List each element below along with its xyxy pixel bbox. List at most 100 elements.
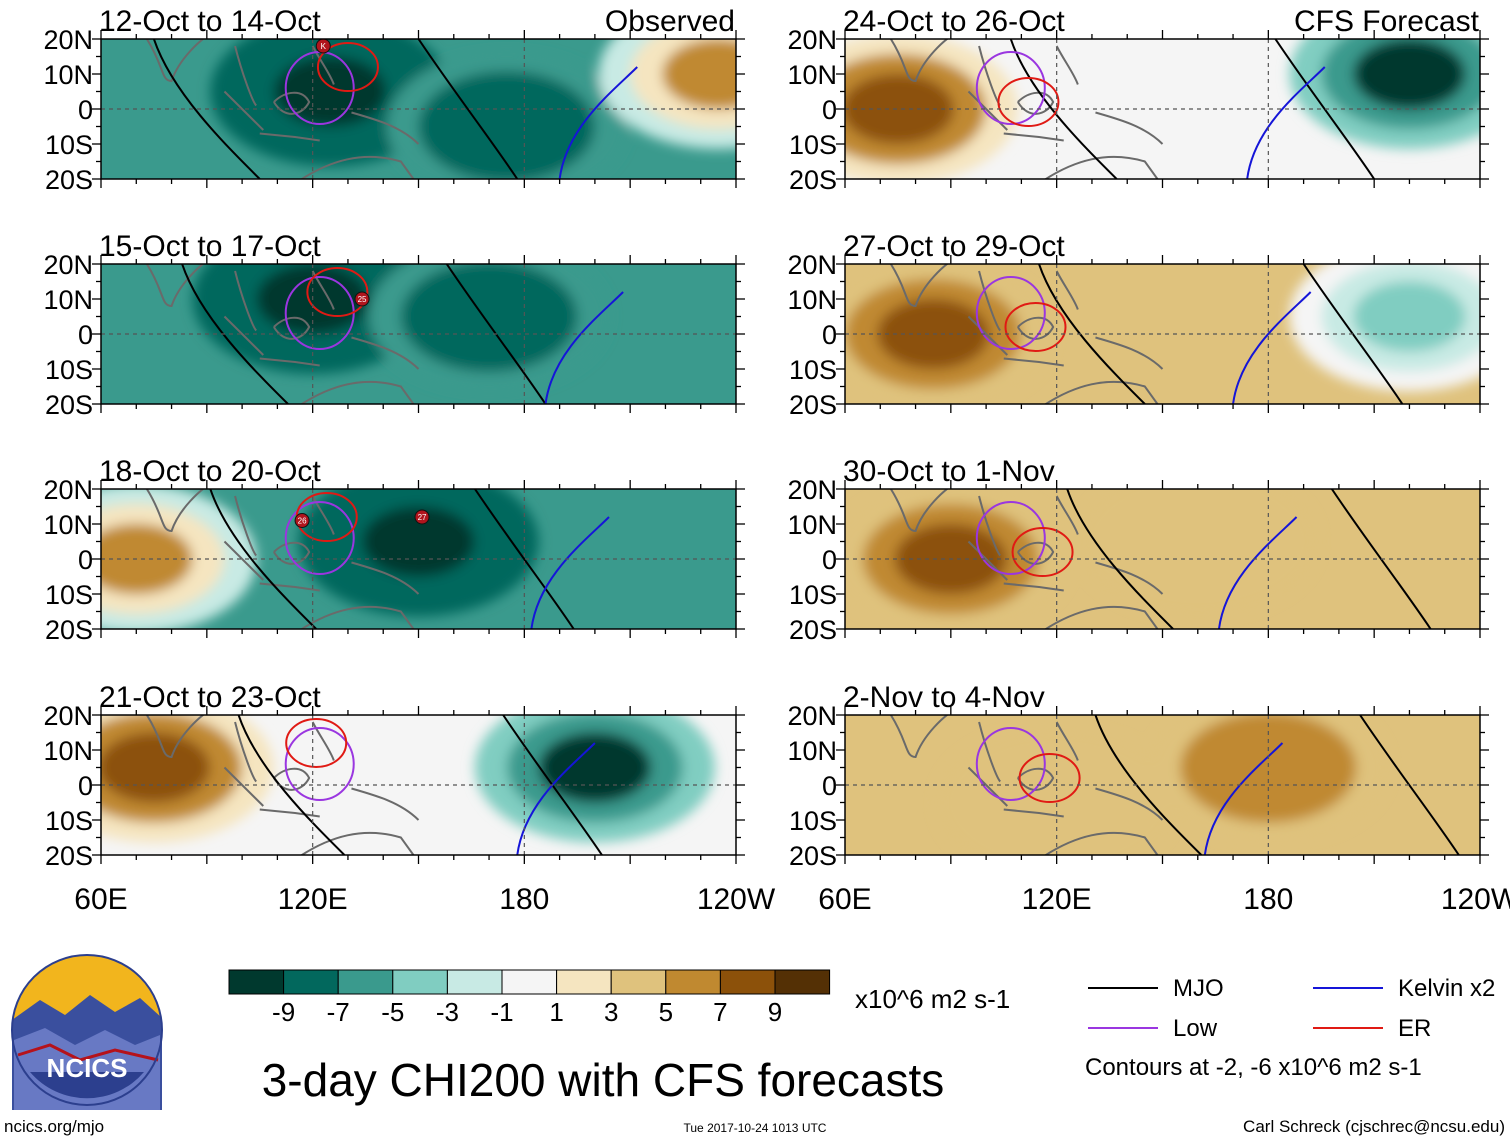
lat-tick-label: 20S: [45, 841, 93, 871]
mjo-contour: [502, 715, 603, 855]
colorbar-label: 1: [549, 997, 563, 1027]
mjo-contour: [209, 489, 317, 629]
colorbar-label: -3: [436, 997, 459, 1027]
wave-contours: [237, 715, 603, 855]
lon-tick-label: 60E: [818, 883, 871, 916]
lat-tick-label: 20S: [789, 165, 837, 195]
low-contour: [975, 727, 1046, 801]
anomaly-field: [101, 39, 736, 179]
coastlines: [890, 264, 1164, 404]
lat-tick-label: 20S: [45, 165, 93, 195]
lat-tick-label: 10N: [787, 285, 837, 315]
colorbar-swatch: [501, 969, 558, 995]
panel-ticks: [836, 30, 1489, 188]
lat-tick-label: 10N: [43, 60, 93, 90]
lat-tick-label: 0: [78, 95, 93, 125]
colorbar-units: x10^6 m2 s-1: [855, 984, 1010, 1014]
lat-tick-label: 20S: [789, 841, 837, 871]
panel-date-label: 12-Oct to 14-Oct: [99, 5, 321, 38]
kelvin-contour: [1246, 66, 1326, 179]
lat-tick-label: 20N: [787, 250, 837, 280]
kelvin-contour: [544, 291, 624, 404]
wave-contours: [975, 264, 1404, 404]
lat-tick-label: 20S: [789, 390, 837, 420]
colorbar-swatch: [283, 969, 339, 995]
axis-labels: 20N10N010S20S20N10N010S20S20N10N010S20S2…: [43, 25, 1510, 916]
wave-contours: [975, 39, 1375, 179]
lat-tick-label: 10N: [787, 510, 837, 540]
panel-tag: CFS Forecast: [1294, 5, 1480, 38]
colorbar-label: 9: [768, 997, 782, 1027]
lon-tick-label: 180: [499, 883, 549, 916]
coastlines: [146, 264, 420, 404]
kelvin-contour: [1232, 291, 1312, 404]
panel-ticks: [92, 255, 745, 413]
anomaly-field: [101, 489, 736, 629]
legend-item: Kelvin x2: [1313, 975, 1495, 1002]
kelvin-contour: [530, 516, 610, 629]
footer-timestamp: Tue 2017-10-24 1013 UTC: [684, 1121, 827, 1135]
storm-marker: 26: [294, 513, 310, 528]
lat-tick-label: 20N: [43, 25, 93, 55]
storm-label: 27: [418, 513, 427, 522]
anomaly-field: [101, 715, 736, 855]
anomaly-center: [1353, 281, 1466, 352]
map-panel: 26 27 18-Oct to 20-Oct: [92, 455, 745, 638]
map-panel: 21-Oct to 23-Oct: [92, 681, 745, 864]
anomaly-center: [845, 74, 954, 144]
panel-tag: Observed: [605, 5, 735, 38]
lat-tick-label: 10S: [45, 806, 93, 836]
lat-tick-label: 10S: [45, 130, 93, 160]
lat-tick-label: 0: [78, 320, 93, 350]
colorbar-label: 5: [659, 997, 673, 1027]
legend-item: MJO: [1088, 975, 1224, 1002]
lat-tick-label: 0: [822, 771, 837, 801]
footer-url: ncics.org/mjo: [4, 1117, 104, 1136]
colorbar-label: -1: [490, 997, 513, 1027]
panel-ticks: [92, 706, 745, 864]
lat-tick-label: 10N: [787, 60, 837, 90]
anomaly-field: [845, 264, 1480, 404]
colorbar-label: 3: [604, 997, 618, 1027]
mjo-contour: [417, 39, 519, 179]
lat-tick-label: 20N: [43, 475, 93, 505]
map-panel: 25 15-Oct to 17-Oct: [92, 230, 745, 413]
map-panel: 30-Oct to 1-Nov: [836, 455, 1489, 638]
panel-date-label: 15-Oct to 17-Oct: [99, 230, 321, 263]
panel-ticks: [836, 706, 1489, 864]
lat-tick-label: 10N: [43, 285, 93, 315]
ncics-logo: NCICS: [11, 954, 163, 1110]
lat-tick-label: 10S: [789, 130, 837, 160]
lat-tick-label: 10S: [789, 580, 837, 610]
mjo-contour: [1302, 264, 1404, 404]
legend-item: Low: [1088, 1015, 1218, 1042]
anomaly-center: [1353, 39, 1466, 109]
wave-contours: [975, 715, 1460, 855]
storm-marker: 25: [354, 291, 370, 307]
er-contour: [285, 718, 348, 768]
wave-contours: [152, 39, 638, 179]
lon-tick-label: 180: [1243, 883, 1293, 916]
anomaly-field: [845, 39, 1480, 179]
lat-tick-label: 10S: [45, 580, 93, 610]
lon-tick-label: 120E: [1022, 883, 1092, 916]
mjo-contour: [474, 489, 575, 629]
panel-date-label: 27-Oct to 29-Oct: [843, 230, 1065, 263]
panel-date-label: 18-Oct to 20-Oct: [99, 455, 321, 488]
kelvin-contour: [1203, 742, 1284, 855]
colorbar: -9 -7 -5 -3 -1 1 3 5 7 9: [228, 969, 831, 1027]
legend-item: ER: [1313, 1015, 1431, 1042]
panel-ticks: [836, 480, 1489, 638]
logo-text: NCICS: [47, 1053, 128, 1083]
storm-marker: K: [315, 38, 331, 54]
lat-tick-label: 20N: [787, 701, 837, 731]
er-contour: [997, 77, 1060, 127]
coastlines: [146, 715, 420, 855]
panel-date-label: 2-Nov to 4-Nov: [843, 681, 1045, 714]
legend-label: Kelvin x2: [1398, 975, 1495, 1002]
mjo-contour: [1359, 715, 1460, 855]
coastlines: [146, 39, 420, 179]
legend-label: ER: [1398, 1015, 1431, 1042]
colorbar-label: -5: [381, 997, 404, 1027]
